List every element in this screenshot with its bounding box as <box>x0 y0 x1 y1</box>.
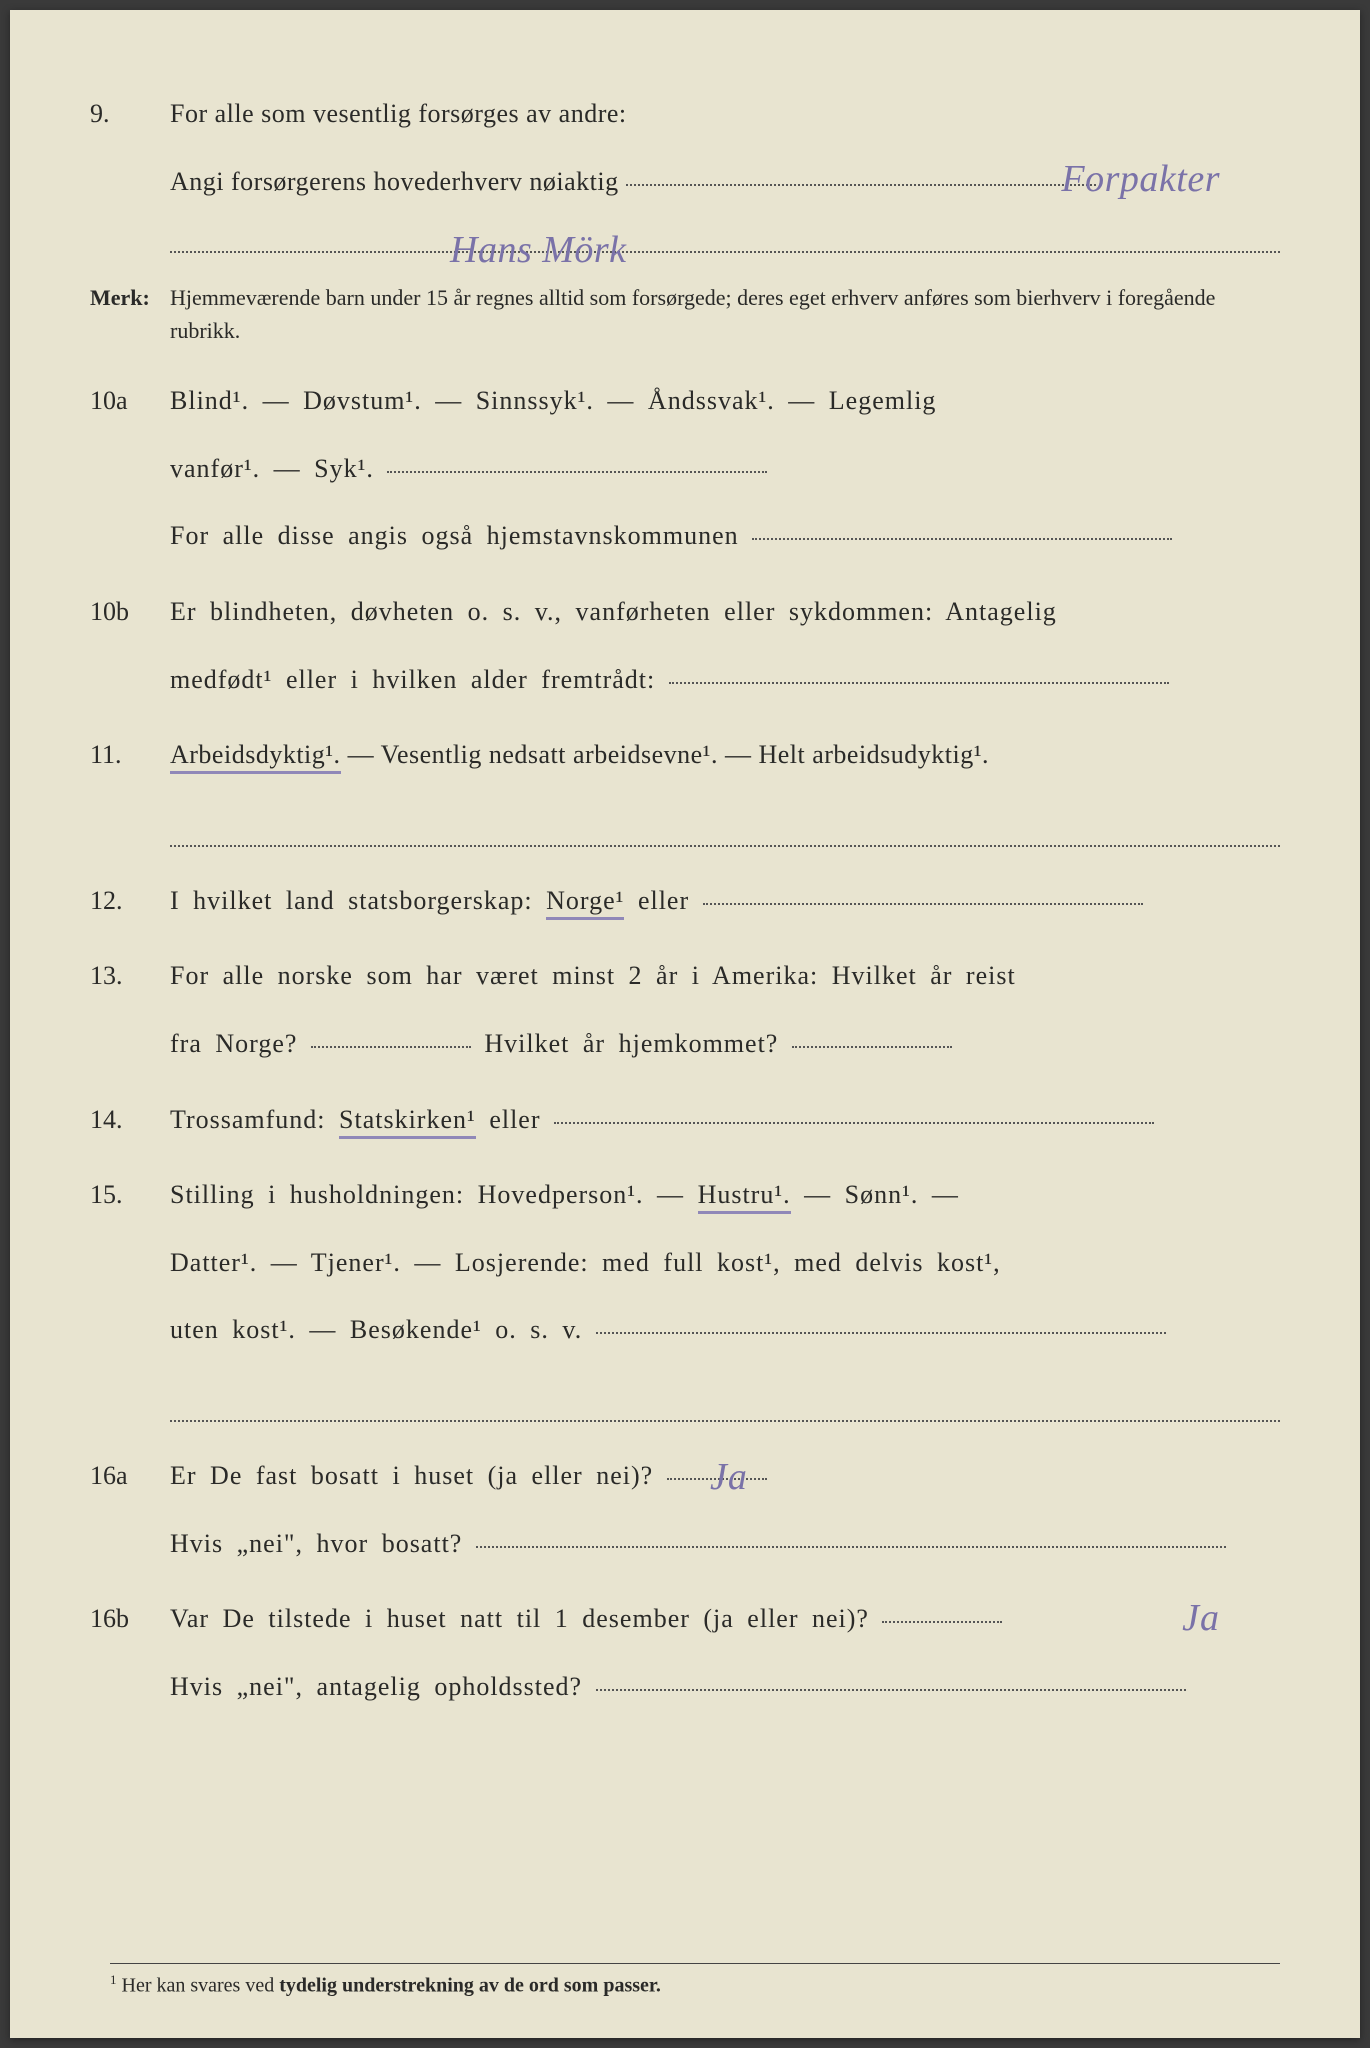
q16b-blank1 <box>882 1621 1002 1623</box>
q9-content: For alle som vesentlig forsørges av andr… <box>170 80 1280 265</box>
q12-underlined: Norge¹ <box>546 886 624 920</box>
q10a-number: 10a <box>90 367 170 570</box>
q9-line3-wrap: Hans Mörk <box>170 225 1280 253</box>
q14-content: Trossamfund: Statskirken¹ eller <box>170 1086 1280 1154</box>
footnote-text: Her kan svares ved tydelig understreknin… <box>122 1975 661 1997</box>
q13-blank2 <box>792 1046 952 1048</box>
q16a-number: 16a <box>90 1442 170 1577</box>
q15-line1c: — Sønn¹. — <box>804 1180 959 1209</box>
question-9: 9. For alle som vesentlig forsørges av a… <box>90 80 1280 265</box>
q10a-line3-wrap: For alle disse angis også hjemstavnskomm… <box>170 502 1280 570</box>
q16b-line2: Hvis „nei", antagelig opholdssted? <box>170 1672 582 1701</box>
q9-handwriting1: Forpakter <box>1061 130 1220 229</box>
q13-number: 13. <box>90 942 170 1077</box>
q14-blank <box>554 1122 1154 1124</box>
q11-blank <box>170 819 1280 847</box>
q10b-blank <box>669 682 1169 684</box>
q13-content: For alle norske som har været minst 2 år… <box>170 942 1280 1077</box>
q9-number: 9. <box>90 80 170 265</box>
q11-content: Arbeidsdyktig¹. — Vesentlig nedsatt arbe… <box>170 721 1280 859</box>
q12-text-a: I hvilket land statsborgerskap: <box>170 886 546 915</box>
question-16b: 16b Var De tilstede i huset natt til 1 d… <box>90 1585 1280 1720</box>
question-13: 13. For alle norske som har været minst … <box>90 942 1280 1077</box>
question-10a: 10a Blind¹. — Døvstum¹. — Sinnssyk¹. — Å… <box>90 367 1280 570</box>
q10a-line3: For alle disse angis også hjemstavnskomm… <box>170 521 739 550</box>
question-15: 15. Stilling i husholdningen: Hovedperso… <box>90 1161 1280 1434</box>
q16b-handwriting: Ja <box>1182 1569 1220 1668</box>
q16a-line1: Er De fast bosatt i huset (ja eller nei)… <box>170 1461 653 1490</box>
q10a-content: Blind¹. — Døvstum¹. — Sinnssyk¹. — Åndss… <box>170 367 1280 570</box>
q9-blank1 <box>626 184 1096 186</box>
q16b-content: Var De tilstede i huset natt til 1 desem… <box>170 1585 1280 1720</box>
question-12: 12. I hvilket land statsborgerskap: Norg… <box>90 867 1280 935</box>
q10a-line1: Blind¹. — Døvstum¹. — Sinnssyk¹. — Åndss… <box>170 367 1280 435</box>
q13-line2b: Hvilket år hjemkommet? <box>484 1029 778 1058</box>
q15-line1-wrap: Stilling i husholdningen: Hovedperson¹. … <box>170 1161 1280 1229</box>
q16b-number: 16b <box>90 1585 170 1720</box>
q9-line2: Angi forsørgerens hovederhverv nøiaktig <box>170 167 619 196</box>
q14-underlined: Statskirken¹ <box>339 1105 476 1139</box>
q16b-line1: Var De tilstede i huset natt til 1 desem… <box>170 1604 869 1633</box>
q12-content: I hvilket land statsborgerskap: Norge¹ e… <box>170 867 1280 935</box>
q16b-line2-wrap: Hvis „nei", antagelig opholdssted? <box>170 1653 1280 1721</box>
q15-line3-wrap: uten kost¹. — Besøkende¹ o. s. v. <box>170 1296 1280 1364</box>
q10b-line2-wrap: medfødt¹ eller i hvilken alder fremtrådt… <box>170 646 1280 714</box>
q14-text-c: eller <box>489 1105 540 1134</box>
q15-content: Stilling i husholdningen: Hovedperson¹. … <box>170 1161 1280 1434</box>
q11-number: 11. <box>90 721 170 859</box>
q11-underlined: Arbeidsdyktig¹. <box>170 740 341 774</box>
q15-line3: uten kost¹. — Besøkende¹ o. s. v. <box>170 1315 582 1344</box>
question-14: 14. Trossamfund: Statskirken¹ eller <box>90 1086 1280 1154</box>
q13-line1: For alle norske som har været minst 2 år… <box>170 942 1280 1010</box>
q10a-blank1 <box>387 471 767 473</box>
q10a-blank2 <box>752 538 1172 540</box>
q16a-line1-wrap: Er De fast bosatt i huset (ja eller nei)… <box>170 1442 1280 1510</box>
merk-label: Merk: <box>90 281 170 347</box>
question-16a: 16a Er De fast bosatt i huset (ja eller … <box>90 1442 1280 1577</box>
footnote-sup: 1 <box>110 1972 117 1987</box>
q16a-content: Er De fast bosatt i huset (ja eller nei)… <box>170 1442 1280 1577</box>
q13-line2a: fra Norge? <box>170 1029 297 1058</box>
q14-number: 14. <box>90 1086 170 1154</box>
q16b-blank2 <box>596 1689 1186 1691</box>
q10a-line2a: vanfør¹. — Syk¹. <box>170 454 374 483</box>
q9-line2-wrap: Angi forsørgerens hovederhverv nøiaktig … <box>170 148 1280 216</box>
q12-text-c: eller <box>638 886 689 915</box>
merk-text: Hjemmeværende barn under 15 år regnes al… <box>170 281 1280 347</box>
q16a-handwriting: Ja <box>710 1428 748 1527</box>
q16a-line2: Hvis „nei", hvor bosatt? <box>170 1529 462 1558</box>
footnote: 1 Her kan svares ved tydelig understrekn… <box>110 1963 1280 1998</box>
q15-line1a: Stilling i husholdningen: Hovedperson¹. … <box>170 1180 698 1209</box>
q12-blank <box>703 903 1143 905</box>
q12-number: 12. <box>90 867 170 935</box>
q13-blank1 <box>311 1046 471 1048</box>
q15-number: 15. <box>90 1161 170 1434</box>
q10a-line2-wrap: vanfør¹. — Syk¹. <box>170 435 1280 503</box>
q10b-line2: medfødt¹ eller i hvilken alder fremtrådt… <box>170 665 655 694</box>
question-11: 11. Arbeidsdyktig¹. — Vesentlig nedsatt … <box>90 721 1280 859</box>
q14-text-a: Trossamfund: <box>170 1105 339 1134</box>
q16a-blank2 <box>476 1546 1226 1548</box>
q11-rest: — Vesentlig nedsatt arbeidsevne¹. — Helt… <box>348 740 989 769</box>
q10b-number: 10b <box>90 578 170 713</box>
q15-blank2 <box>170 1394 1280 1422</box>
q15-line2: Datter¹. — Tjener¹. — Losjerende: med fu… <box>170 1229 1280 1297</box>
q15-underlined: Hustru¹. <box>698 1180 791 1214</box>
merk-note: Merk: Hjemmeværende barn under 15 år reg… <box>90 281 1280 347</box>
q15-blank1 <box>596 1332 1166 1334</box>
q13-line2-wrap: fra Norge? Hvilket år hjemkommet? <box>170 1010 1280 1078</box>
question-10b: 10b Er blindheten, døvheten o. s. v., va… <box>90 578 1280 713</box>
q10b-line1: Er blindheten, døvheten o. s. v., vanfør… <box>170 578 1280 646</box>
q9-handwriting2: Hans Mörk <box>450 201 627 300</box>
q9-blank2 <box>170 225 1280 253</box>
census-form-page: 9. For alle som vesentlig forsørges av a… <box>10 10 1360 2038</box>
q10b-content: Er blindheten, døvheten o. s. v., vanfør… <box>170 578 1280 713</box>
q16b-line1-wrap: Var De tilstede i huset natt til 1 desem… <box>170 1585 1280 1653</box>
